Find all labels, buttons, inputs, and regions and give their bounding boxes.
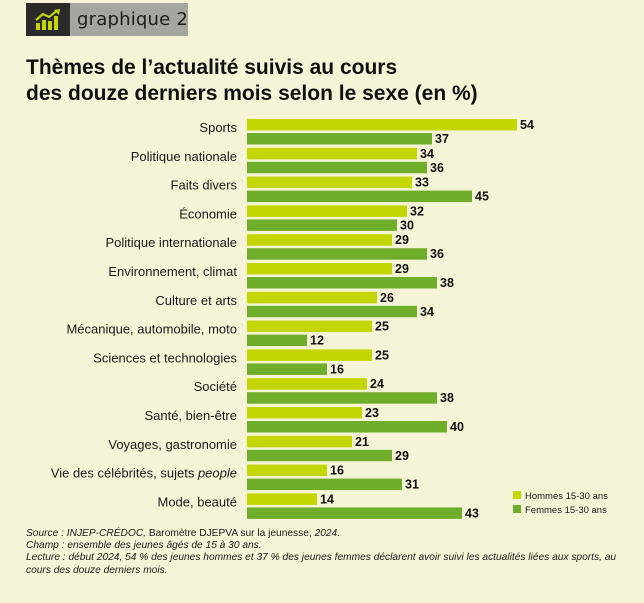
category-label: Société xyxy=(194,379,237,394)
bar-hommes xyxy=(247,435,352,448)
bar-femmes xyxy=(247,190,472,203)
bar-femmes xyxy=(247,219,397,231)
data-label: 33 xyxy=(415,176,429,190)
bar-hommes xyxy=(247,349,372,361)
category-label: Environnement, climat xyxy=(108,264,237,279)
bar-femmes xyxy=(247,334,307,347)
bar-femmes xyxy=(247,305,417,318)
data-label: 16 xyxy=(330,464,344,478)
chart-title: Thèmes de l’actualité suivis au cours de… xyxy=(26,55,626,107)
data-label: 43 xyxy=(465,506,479,520)
bar-femmes xyxy=(247,449,392,462)
legend-label: Hommes 15-30 ans xyxy=(525,491,608,502)
category-label: Mécanique, automobile, moto xyxy=(66,322,237,337)
bar-hommes xyxy=(247,407,362,419)
bar-femmes xyxy=(247,248,427,260)
chart-title-line-1: Thèmes de l’actualité suivis au cours xyxy=(26,56,398,79)
trend-chart-icon xyxy=(26,3,70,36)
category-label: Mode, beauté xyxy=(157,494,237,509)
data-label: 14 xyxy=(320,492,334,506)
data-label: 29 xyxy=(395,262,409,276)
data-label: 29 xyxy=(395,233,409,247)
bar-hommes xyxy=(247,205,407,217)
chart-notes: Source : INJEP-CRÉDOC, Baromètre DJEPVA … xyxy=(26,528,626,577)
data-label: 36 xyxy=(430,247,444,261)
data-label: 34 xyxy=(420,305,434,319)
legend-label: Femmes 15-30 ans xyxy=(525,505,607,516)
lecture-note: Lecture : début 2024, 54 % des jeunes ho… xyxy=(26,552,617,576)
chart-header: graphique 2 xyxy=(26,3,188,36)
data-label: 25 xyxy=(375,348,389,362)
category-label: Politique nationale xyxy=(131,149,237,164)
source-note: Source : INJEP-CRÉDOC, Baromètre DJEPVA … xyxy=(26,528,341,539)
data-label: 12 xyxy=(310,334,324,348)
data-label: 26 xyxy=(380,291,394,305)
category-label: Voyages, gastronomie xyxy=(108,437,237,452)
champ-note: Champ : ensemble des jeunes âgés de 15 à… xyxy=(26,540,262,552)
data-label: 16 xyxy=(330,362,344,376)
data-label: 29 xyxy=(395,449,409,463)
bar-hommes xyxy=(247,291,377,304)
category-label: Politique internationale xyxy=(105,235,237,250)
category-label: Sciences et technologies xyxy=(93,350,237,365)
bar-femmes xyxy=(247,277,437,289)
category-label: Culture et arts xyxy=(155,293,237,308)
data-label: 36 xyxy=(430,161,444,175)
category-label: Sports xyxy=(199,120,237,135)
chart-title-line-2: des douze derniers mois selon le sexe (e… xyxy=(26,82,478,105)
data-label: 23 xyxy=(365,406,379,420)
category-label: Santé, bien-être xyxy=(144,408,237,423)
bar-hommes xyxy=(247,176,412,189)
data-label: 45 xyxy=(475,190,489,204)
legend-swatch xyxy=(513,491,521,499)
bar-hommes xyxy=(247,147,417,160)
data-label: 38 xyxy=(440,276,454,290)
bar-hommes xyxy=(247,320,372,333)
bar-hommes xyxy=(247,263,392,275)
bar-hommes xyxy=(247,464,327,477)
bar-hommes xyxy=(247,378,367,390)
data-label: 32 xyxy=(410,204,424,218)
legend-swatch xyxy=(513,505,521,513)
data-label: 40 xyxy=(450,420,464,434)
bar-femmes xyxy=(247,161,427,174)
data-label: 30 xyxy=(400,218,414,232)
bar-femmes xyxy=(247,363,327,375)
bar-femmes xyxy=(247,507,462,519)
category-label: Économie xyxy=(179,206,237,221)
chart-number-label: graphique 2 xyxy=(70,3,188,36)
data-label: 54 xyxy=(520,118,534,132)
bar-hommes xyxy=(247,493,317,505)
data-label: 25 xyxy=(375,320,389,334)
category-label: Vie des célébrités, sujets people xyxy=(51,466,237,481)
data-label: 37 xyxy=(435,132,449,146)
data-label: 38 xyxy=(440,391,454,405)
bar-hommes xyxy=(247,119,517,131)
data-label: 31 xyxy=(405,478,419,492)
bar-hommes xyxy=(247,234,392,246)
category-label: Faits divers xyxy=(171,178,238,193)
bar-femmes xyxy=(247,392,437,404)
data-label: 34 xyxy=(420,147,434,161)
bar-femmes xyxy=(247,421,447,433)
bar-femmes xyxy=(247,478,402,491)
bar-femmes xyxy=(247,133,432,145)
data-label: 21 xyxy=(355,435,369,449)
data-label: 24 xyxy=(370,377,384,391)
